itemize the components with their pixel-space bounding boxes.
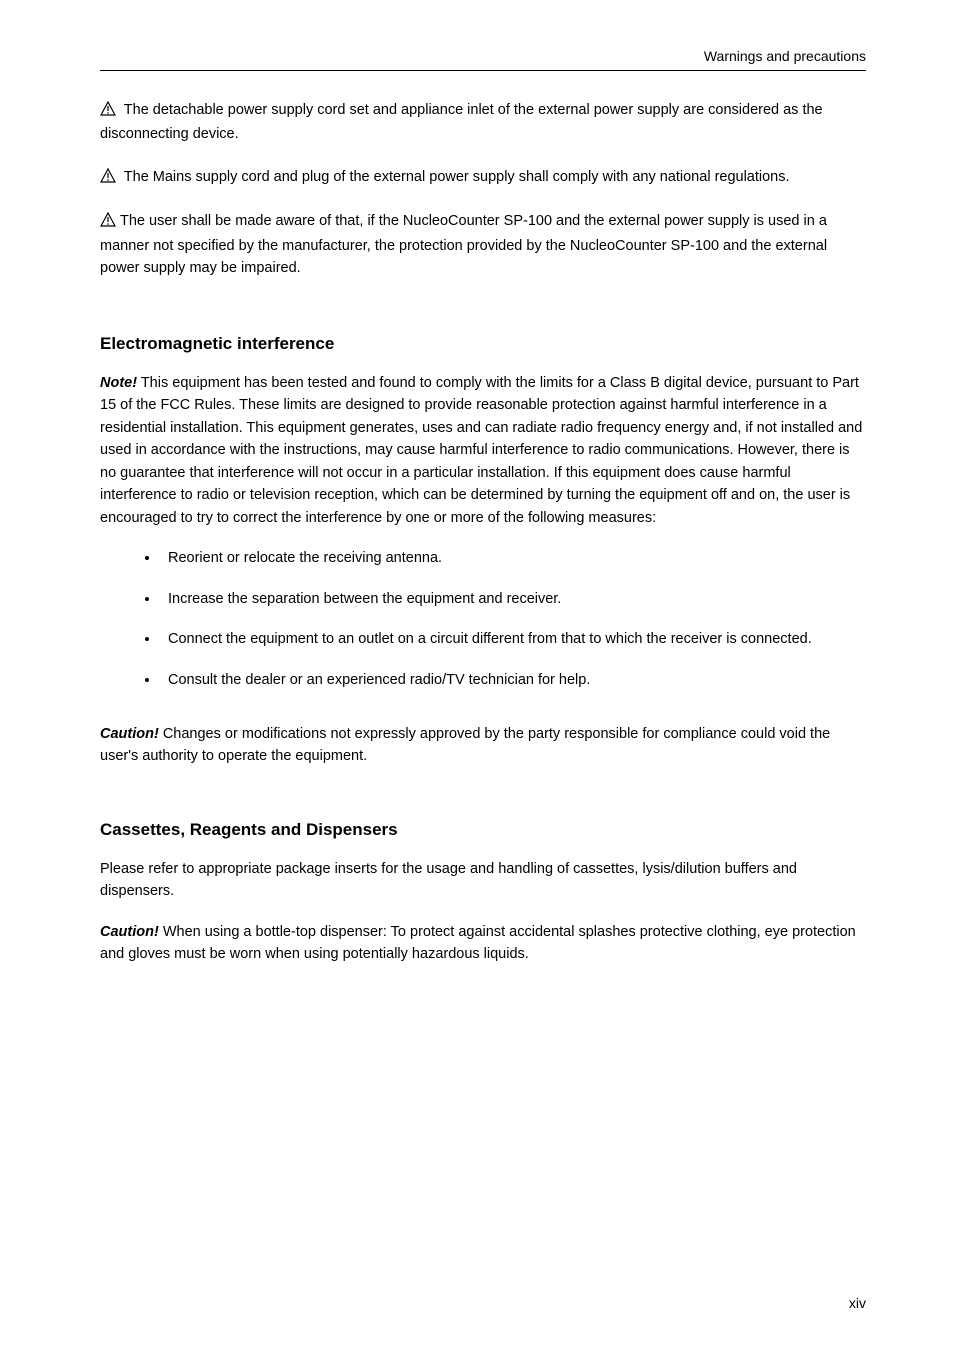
emi-bullet-list: Reorient or relocate the receiving anten… xyxy=(100,547,866,709)
warning-text-1: The detachable power supply cord set and… xyxy=(100,102,823,142)
warning-paragraph-2: The Mains supply cord and plug of the ex… xyxy=(100,166,866,190)
list-item: Consult the dealer or an experienced rad… xyxy=(160,669,866,691)
crd-caution-paragraph: Caution! When using a bottle-top dispens… xyxy=(100,921,866,966)
emi-caution-body: Changes or modifications not expressly a… xyxy=(100,726,830,764)
warning-icon xyxy=(100,101,116,123)
caution-label: Caution! xyxy=(100,924,159,940)
emi-note-paragraph: Note! This equipment has been tested and… xyxy=(100,372,866,529)
warning-icon xyxy=(100,168,116,190)
warning-paragraph-3: The user shall be made aware of that, if… xyxy=(100,210,866,279)
running-header: Warnings and precautions xyxy=(100,48,866,70)
warning-paragraph-1: The detachable power supply cord set and… xyxy=(100,99,866,146)
note-label: Note! xyxy=(100,375,137,391)
crd-caution-body: When using a bottle-top dispenser: To pr… xyxy=(100,924,856,962)
section-heading-emi: Electromagnetic interference xyxy=(100,334,866,354)
emi-caution-paragraph: Caution! Changes or modifications not ex… xyxy=(100,723,866,768)
list-item: Connect the equipment to an outlet on a … xyxy=(160,628,866,650)
crd-paragraph-1: Please refer to appropriate package inse… xyxy=(100,858,866,903)
page-number: xiv xyxy=(100,1295,866,1311)
page: Warnings and precautions The detachable … xyxy=(0,0,954,1351)
warning-text-3: The user shall be made aware of that, if… xyxy=(100,213,827,276)
section-heading-crd: Cassettes, Reagents and Dispensers xyxy=(100,820,866,840)
caution-label: Caution! xyxy=(100,726,159,742)
list-item: Increase the separation between the equi… xyxy=(160,588,866,610)
warning-icon xyxy=(100,212,116,234)
header-rule xyxy=(100,70,866,71)
emi-note-body: This equipment has been tested and found… xyxy=(100,375,862,526)
list-item: Reorient or relocate the receiving anten… xyxy=(160,547,866,569)
warning-text-2: The Mains supply cord and plug of the ex… xyxy=(120,169,790,185)
